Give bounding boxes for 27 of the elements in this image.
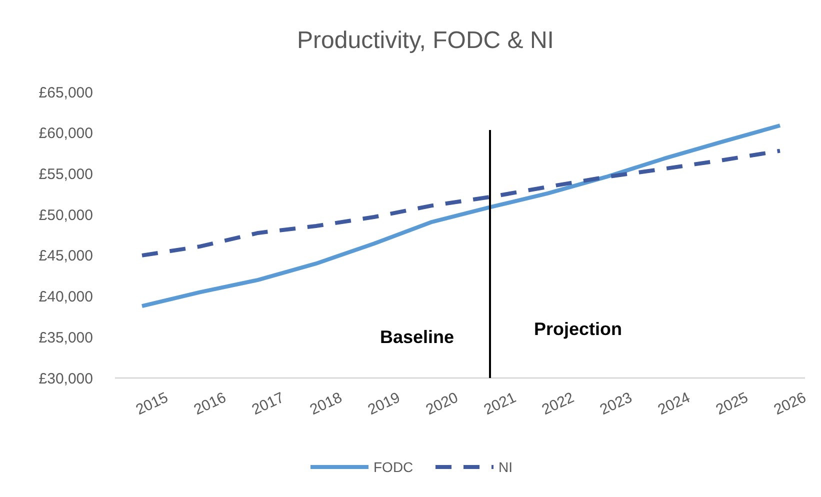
x-tick-label: 2018 [307,389,345,419]
x-tick-label: 2020 [423,389,461,419]
x-tick-label: 2019 [365,389,403,419]
y-tick-label: £35,000 [38,329,93,346]
chart-title: Productivity, FODC & NI [297,27,554,54]
x-tick-label: 2022 [539,389,577,419]
legend-label: NI [498,458,512,475]
x-tick-label: 2017 [249,389,287,419]
line-series [140,148,782,258]
y-tick-label: £40,000 [38,288,93,306]
y-tick-label: £60,000 [38,125,93,142]
annotation: Baseline [380,327,454,347]
x-tick-label: 2023 [597,389,635,419]
y-tick-label: £55,000 [38,166,93,183]
x-tick-label: 2026 [771,389,809,419]
x-tick-label: 2024 [655,389,693,419]
y-tick-label: £50,000 [38,206,93,224]
x-tick-label: 2016 [191,389,229,419]
y-tick-label: £45,000 [38,248,93,265]
line-series [140,124,782,308]
x-tick-label: 2025 [713,389,751,419]
x-tick-label: 2015 [133,389,171,419]
y-tick-label: £30,000 [38,370,93,388]
legend-label: FODC [374,458,414,475]
x-tick-label: 2021 [481,389,519,419]
annotation: Projection [534,319,622,339]
y-tick-label: £65,000 [38,84,93,102]
